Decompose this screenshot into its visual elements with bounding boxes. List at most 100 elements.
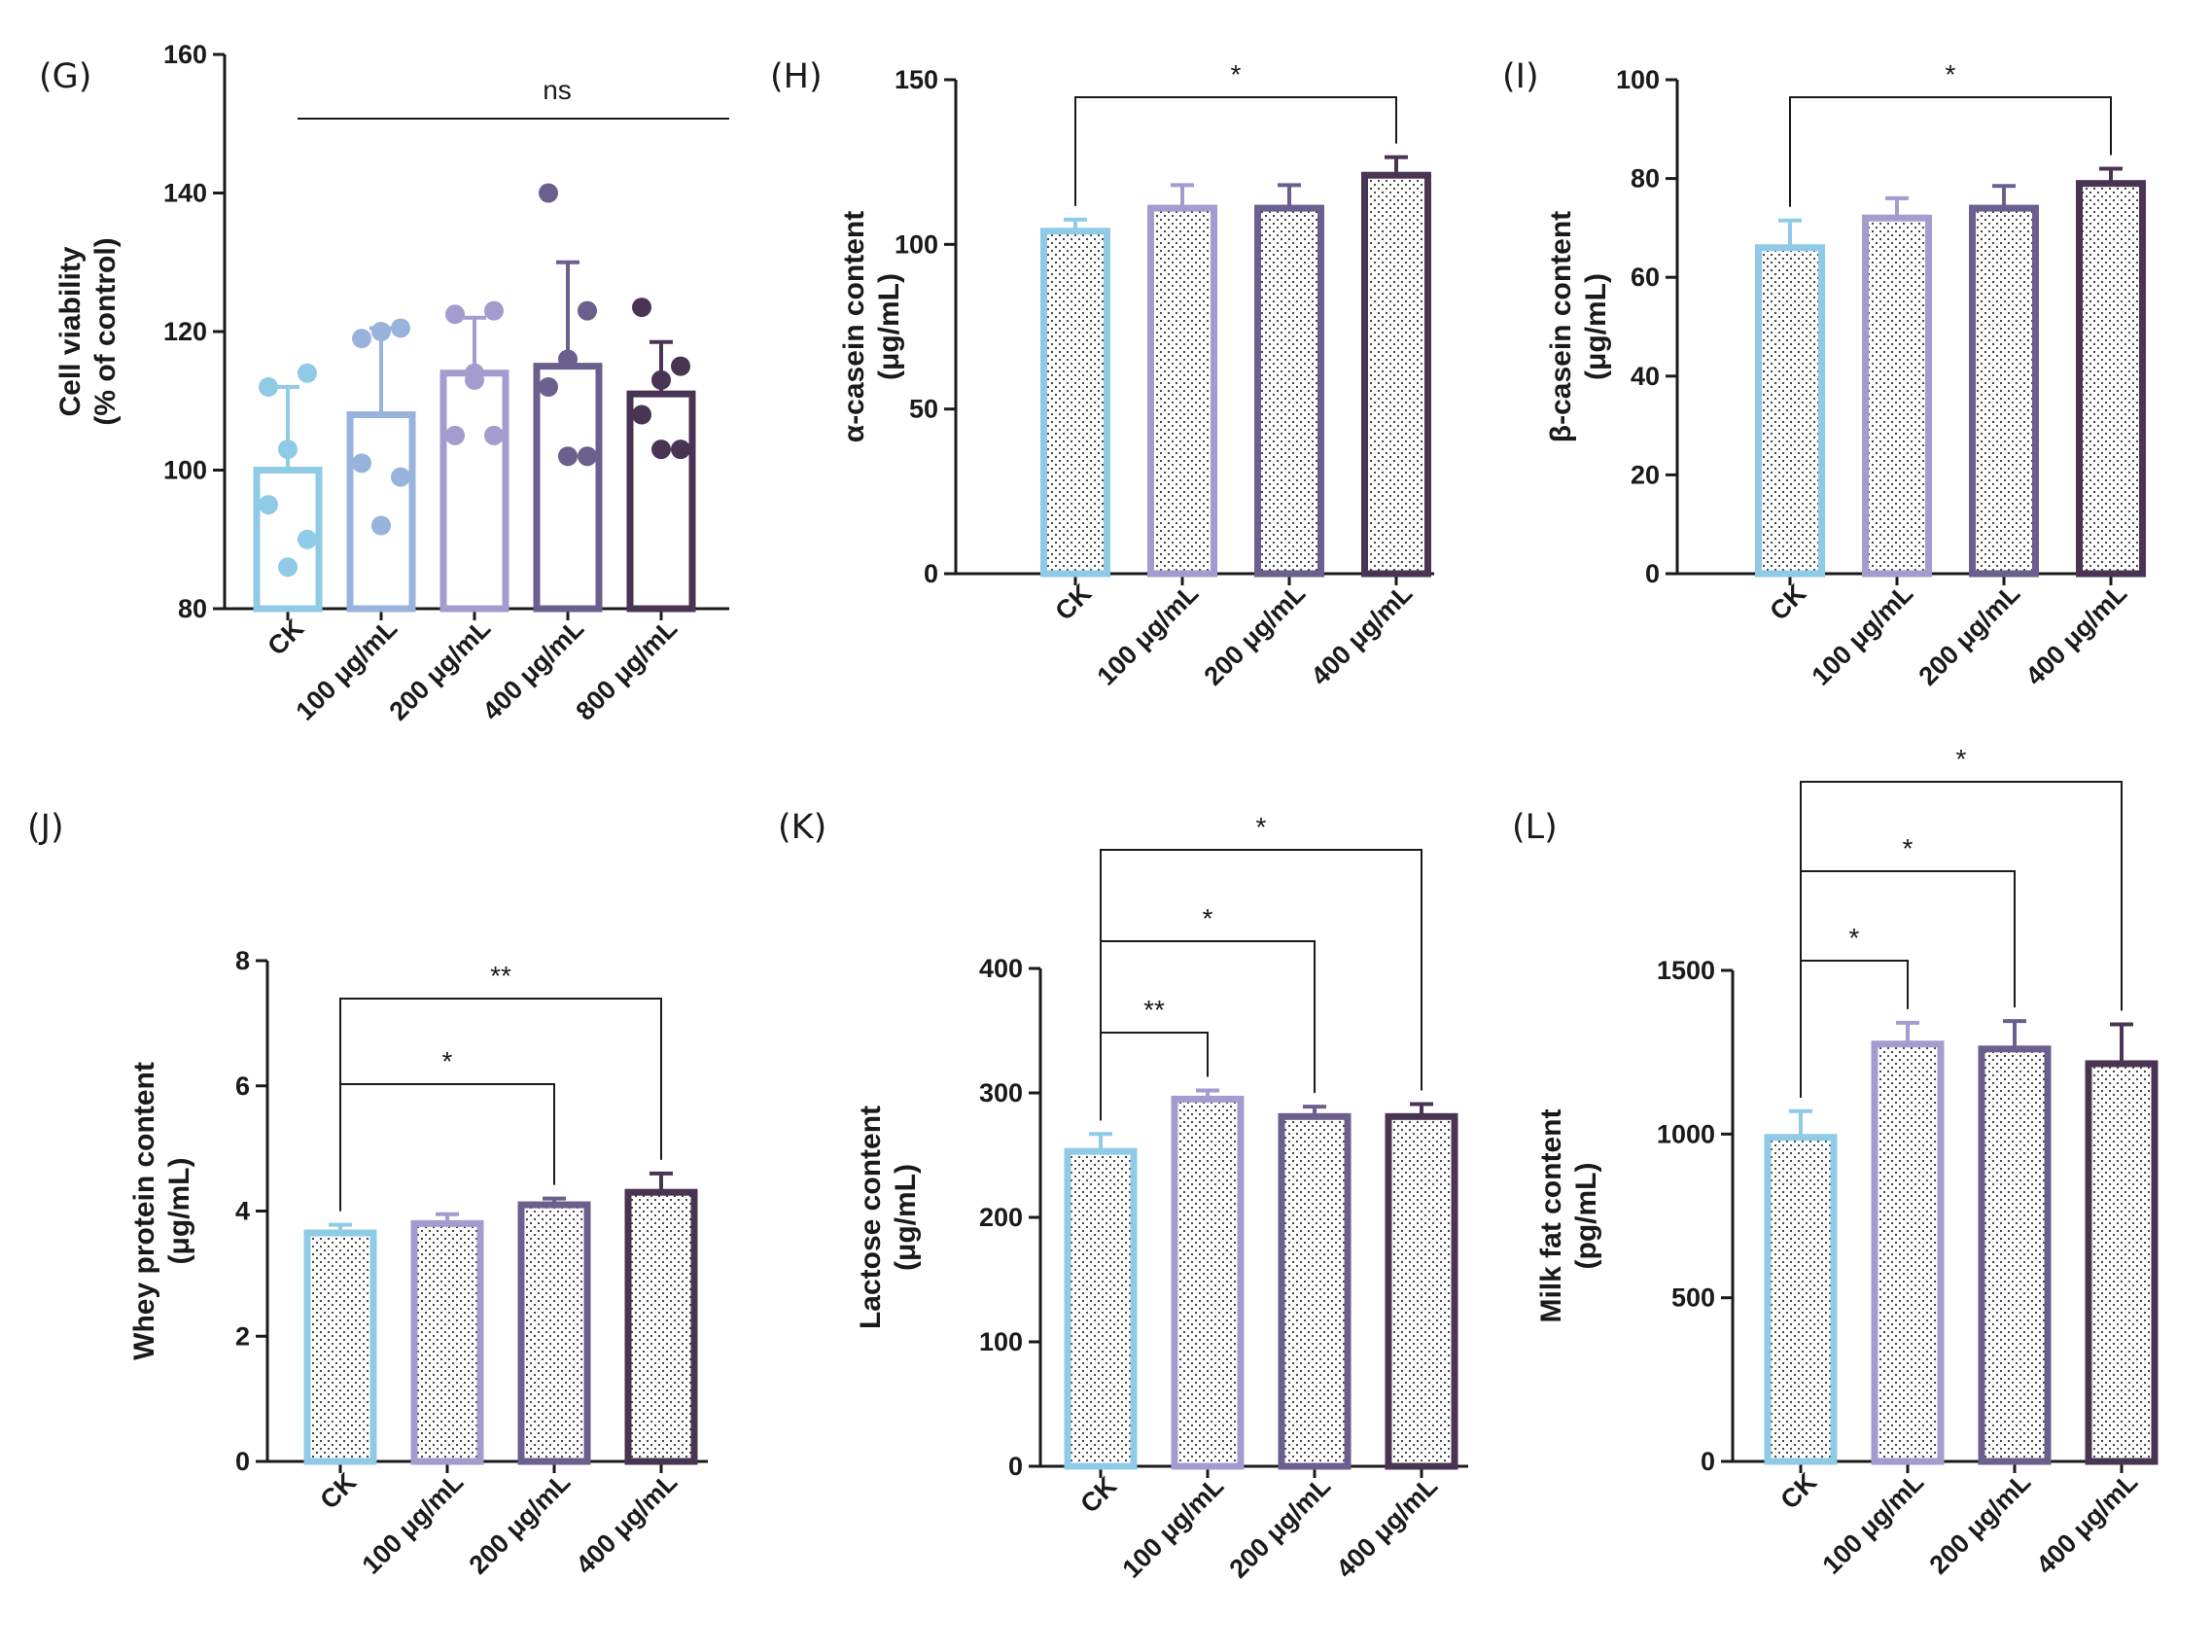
- significance-label: *: [1231, 59, 1242, 89]
- data-point: [578, 446, 597, 467]
- x-tick-label: 200 μg/mL: [464, 1467, 577, 1580]
- bar: [517, 1201, 591, 1465]
- significance-bracket: [339, 1083, 555, 1212]
- panel-label: (G): [39, 57, 91, 96]
- significance-label: **: [490, 961, 511, 991]
- x-tick-label: 400 μg/mL: [2031, 1467, 2144, 1580]
- data-point: [352, 453, 371, 474]
- panel-k: (K) 0 100 200 300 400 Lactose content (μg/mL) CK…: [778, 808, 1468, 1584]
- data-point: [484, 300, 504, 321]
- bar: [2076, 180, 2146, 578]
- panel-label: (H): [770, 57, 823, 96]
- y-axis-title-units: (μg/mL): [873, 273, 905, 380]
- significance-label: ns: [543, 75, 572, 105]
- significance-bracket: [1074, 96, 1397, 206]
- bar: [1969, 204, 2039, 578]
- bar: [1385, 1112, 1458, 1470]
- y-tick-label: 0: [1645, 559, 1660, 588]
- data-point: [391, 318, 410, 338]
- data-point: [278, 557, 298, 578]
- y-tick-label: 100: [163, 456, 207, 485]
- y-axis-title: Milk fat content: [1535, 1108, 1567, 1322]
- y-axis-title-units: (μg/mL): [163, 1158, 195, 1265]
- panel-j: (J) 0 2 4 6 8 Whey protein content (μg/mL) CK100…: [27, 808, 708, 1580]
- y-axis-title-units: (% of control): [89, 237, 122, 425]
- x-tick-label: CK: [314, 1467, 362, 1515]
- y-tick-label: 0: [1008, 1452, 1023, 1481]
- y-tick-label: 80: [1631, 164, 1660, 193]
- data-point: [445, 304, 465, 325]
- significance-label: *: [1956, 744, 1967, 774]
- data-point: [465, 369, 484, 390]
- data-point: [391, 467, 410, 487]
- x-tick-label: 800 μg/mL: [571, 614, 684, 726]
- data-point: [632, 298, 651, 318]
- data-point: [278, 439, 298, 460]
- y-tick-label: 500: [1671, 1283, 1715, 1313]
- bar: [303, 1229, 377, 1465]
- data-point: [539, 183, 558, 203]
- y-axis-title: Whey protein content: [128, 1062, 160, 1360]
- y-tick-label: 1500: [1657, 956, 1715, 985]
- bar: [1254, 204, 1324, 578]
- x-tick-label: 400 μg/mL: [571, 1467, 684, 1580]
- y-tick-label: 0: [1701, 1447, 1715, 1476]
- bar: [533, 363, 603, 613]
- x-tick-label: 100 μg/mL: [357, 1467, 470, 1580]
- y-axis-title: β-casein content: [1545, 211, 1577, 442]
- x-tick-label: 200 μg/mL: [384, 614, 497, 726]
- bar: [1147, 204, 1217, 578]
- panel-label: (J): [27, 808, 64, 847]
- y-tick-label: 100: [1616, 65, 1660, 94]
- x-tick-label: CK: [1764, 579, 1811, 626]
- bar: [1361, 171, 1431, 578]
- bar: [346, 411, 416, 613]
- significance-bracket: [1100, 849, 1422, 1121]
- x-tick-label: CK: [1049, 579, 1097, 626]
- bar: [1764, 1134, 1838, 1465]
- y-tick-label: 8: [235, 946, 250, 975]
- bar: [2085, 1060, 2159, 1465]
- y-tick-label: 150: [895, 65, 938, 94]
- y-axis-title-units: (μg/mL): [890, 1164, 922, 1271]
- y-tick-label: 40: [1631, 362, 1660, 391]
- y-tick-label: 50: [909, 395, 938, 424]
- bar: [1278, 1112, 1352, 1470]
- x-tick-label: 100 μg/mL: [1117, 1471, 1230, 1584]
- data-point: [632, 404, 651, 425]
- x-tick-label: CK: [1074, 1471, 1122, 1519]
- data-point: [651, 369, 671, 390]
- x-tick-label: 200 μg/mL: [1224, 1471, 1337, 1584]
- significance-label: *: [1903, 833, 1914, 863]
- panel-h: (H) 0 50 100 150 α-casein content (μg/mL) CK100…: [770, 57, 1434, 691]
- y-axis-title: Lactose content: [855, 1106, 887, 1329]
- data-point: [371, 322, 391, 341]
- y-tick-label: 100: [979, 1327, 1023, 1356]
- bar: [626, 390, 696, 613]
- x-tick-label: 200 μg/mL: [1199, 579, 1312, 691]
- y-tick-label: 140: [163, 179, 207, 208]
- data-point: [445, 425, 465, 445]
- data-point: [259, 495, 278, 515]
- bar: [439, 369, 509, 613]
- y-tick-label: 1000: [1657, 1119, 1715, 1148]
- significance-label: *: [1256, 812, 1267, 842]
- x-tick-label: 200 μg/mL: [1924, 1467, 2037, 1580]
- y-tick-label: 60: [1631, 263, 1660, 292]
- y-tick-label: 4: [235, 1197, 250, 1226]
- data-point: [298, 363, 317, 383]
- y-axis-title: Cell viability: [54, 246, 87, 416]
- significance-label: *: [1849, 923, 1860, 953]
- data-point: [539, 377, 558, 397]
- y-tick-label: 0: [235, 1447, 250, 1476]
- panel-i: (I) 0 20 40 60 80 100 β-casein content (μg/mL) CK…: [1502, 57, 2146, 691]
- bar: [624, 1188, 698, 1465]
- bar: [1755, 244, 1825, 578]
- y-tick-label: 160: [163, 40, 207, 69]
- data-point: [558, 446, 578, 467]
- x-tick-label: 400 μg/mL: [2020, 579, 2133, 691]
- y-tick-label: 2: [235, 1321, 250, 1351]
- y-tick-label: 0: [924, 559, 938, 588]
- significance-label: *: [1946, 59, 1956, 89]
